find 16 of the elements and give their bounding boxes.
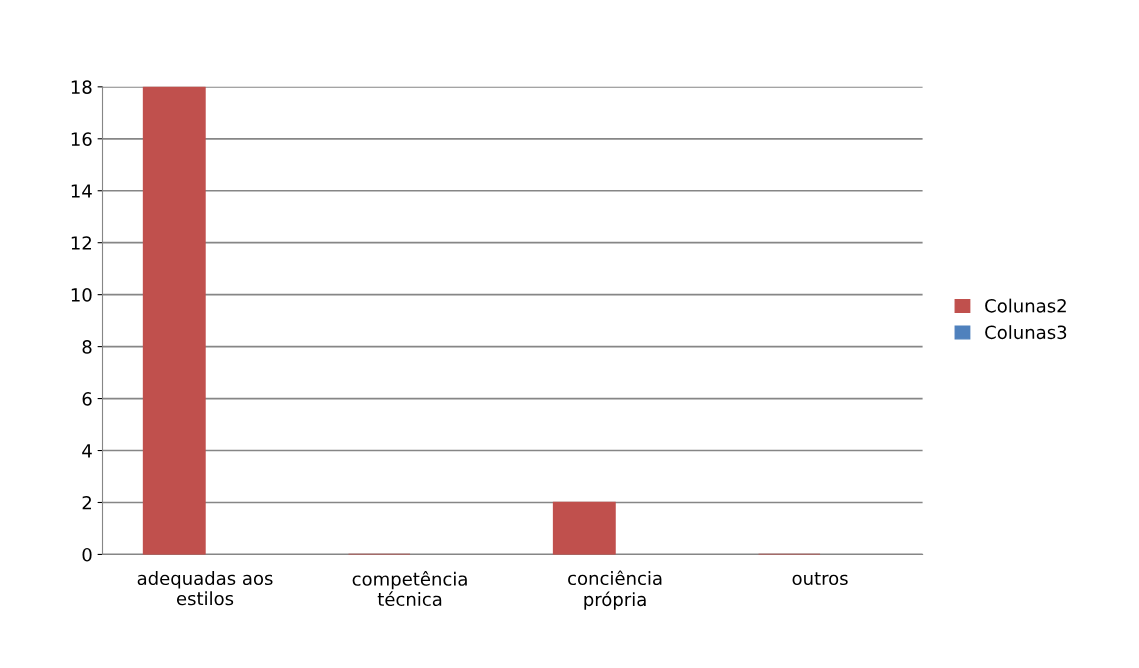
y-tick-label: 6: [82, 392, 92, 406]
legend-label: Colunas3: [985, 325, 1067, 340]
x-tick-label: conciência própria: [568, 570, 662, 610]
legend-label: Colunas2: [985, 298, 1066, 313]
y-tick-label: 4: [82, 444, 92, 458]
x-tick-label: outros: [792, 572, 848, 586]
x-tick-label: adequadas aos estilos: [137, 571, 273, 606]
y-tick-label: 12: [71, 236, 91, 250]
y-tick-label: 18: [71, 80, 92, 94]
y-tick-label: 14: [71, 184, 92, 198]
y-tick-label: 0: [82, 547, 92, 562]
y-tick-label: 16: [71, 132, 92, 146]
x-tick-label: competência técnica: [352, 571, 467, 607]
y-tick-label: 8: [82, 340, 92, 354]
y-tick-label: 10: [71, 288, 92, 302]
y-tick-label: 2: [82, 495, 91, 510]
